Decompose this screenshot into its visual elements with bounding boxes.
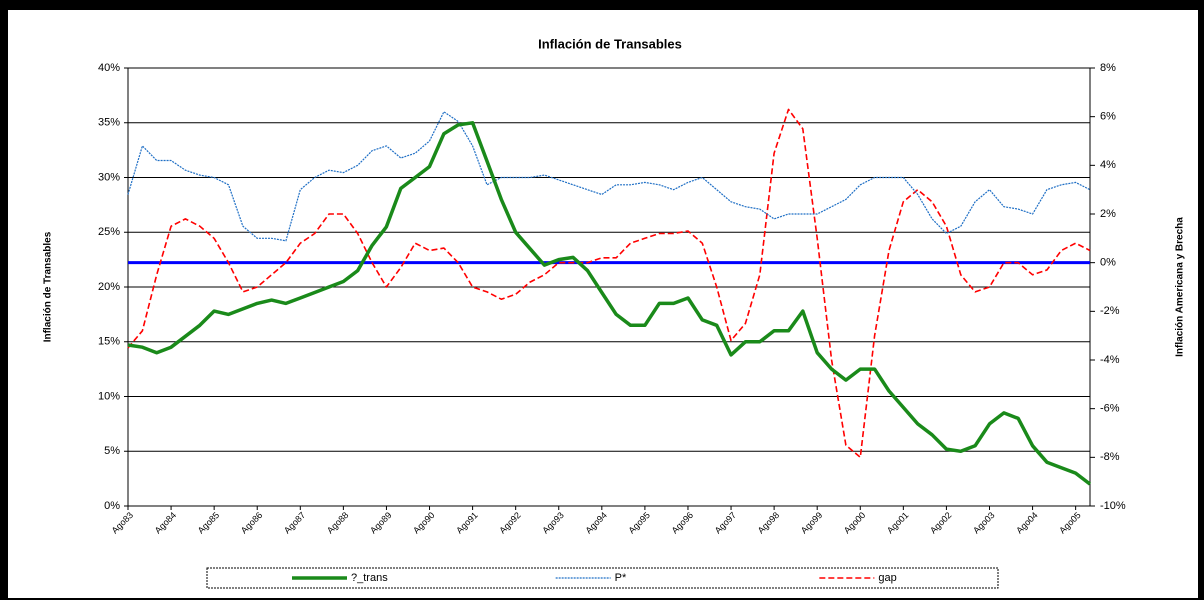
- y2-tick-label: -8%: [1100, 451, 1120, 463]
- y2-tick-label: -2%: [1100, 305, 1120, 317]
- legend-label: ?_trans: [351, 572, 388, 584]
- y-tick-label: 0%: [104, 500, 120, 512]
- y-tick-label: 15%: [98, 336, 120, 348]
- chart-area: [8, 10, 1198, 598]
- legend-label: gap: [878, 572, 896, 584]
- y2-tick-label: -6%: [1100, 403, 1120, 415]
- chart-title: Inflación de Transables: [538, 36, 682, 51]
- y2-tick-label: -4%: [1100, 354, 1120, 366]
- y2-tick-label: 6%: [1100, 111, 1116, 123]
- y-tick-label: 5%: [104, 445, 120, 457]
- y-axis-label: Inflación de Transables: [43, 231, 54, 342]
- y-tick-label: 40%: [98, 62, 120, 74]
- series-line: [127, 121, 1092, 486]
- series-line: [127, 111, 1091, 242]
- y2-tick-label: 2%: [1100, 208, 1116, 220]
- y-tick-label: 30%: [98, 171, 120, 183]
- y2-tick-label: -10%: [1100, 500, 1126, 512]
- y2-axis-label: Inflación Americana y Brecha: [1175, 217, 1186, 357]
- y-tick-label: 20%: [98, 281, 120, 293]
- y-tick-label: 35%: [98, 117, 120, 129]
- legend-label: P*: [615, 572, 627, 584]
- y-tick-label: 25%: [98, 226, 120, 238]
- y2-tick-label: 4%: [1100, 159, 1116, 171]
- series-line: [127, 108, 1091, 459]
- y2-tick-label: 8%: [1100, 62, 1116, 74]
- y2-tick-label: 0%: [1100, 257, 1116, 269]
- y-tick-label: 10%: [98, 390, 120, 402]
